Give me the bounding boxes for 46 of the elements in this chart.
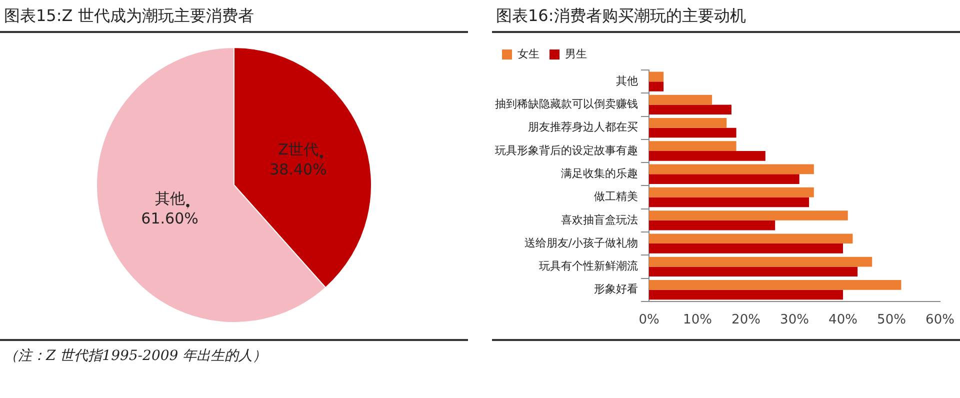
bar bbox=[649, 290, 843, 300]
text: （注：Z 世代指1995-2009 年出生的人） bbox=[3, 347, 268, 366]
bar bbox=[649, 244, 843, 254]
x-tick-label: 30% bbox=[780, 312, 809, 328]
bar bbox=[649, 72, 664, 82]
x-tick-label: 20% bbox=[732, 312, 760, 328]
bar bbox=[649, 128, 736, 138]
y-tick-label: 做工精美 bbox=[594, 190, 638, 204]
y-tick-label: 满足收集的乐趣 bbox=[561, 166, 638, 180]
data-label: 38.40% bbox=[270, 160, 327, 178]
bar bbox=[649, 256, 872, 267]
chart-title: 图表16:消费者购买潮玩的主要动机 bbox=[492, 0, 960, 33]
bar bbox=[649, 220, 776, 230]
bar bbox=[649, 210, 848, 220]
chart-title: 图表15:Z 世代成为潮玩主要消费者 bbox=[0, 0, 468, 33]
bar bbox=[649, 234, 853, 244]
bar bbox=[649, 82, 664, 92]
y-tick-label: 其他 bbox=[616, 74, 638, 88]
x-tick-label: 40% bbox=[828, 312, 858, 328]
bar bbox=[649, 164, 814, 174]
bar bbox=[649, 266, 858, 277]
bar bbox=[649, 118, 727, 128]
bar bbox=[649, 187, 814, 198]
y-tick-label: 送给朋友/小孩子做礼物 bbox=[524, 236, 638, 250]
y-tick-label: 喜欢抽盲盒玩法 bbox=[561, 213, 638, 226]
bar bbox=[649, 150, 766, 161]
bar bbox=[649, 141, 736, 151]
data-label: 61.60% bbox=[141, 209, 198, 228]
x-tick-label: 0% bbox=[638, 312, 660, 328]
y-tick-label: 玩具形象背后的设定故事有趣 bbox=[495, 144, 638, 157]
slice-label: 其他 bbox=[154, 189, 185, 208]
bar bbox=[649, 197, 810, 208]
legend-label: 女生 bbox=[518, 47, 540, 60]
y-tick-label: 形象好看 bbox=[594, 282, 638, 296]
x-tick-label: 60% bbox=[926, 312, 954, 328]
bar bbox=[649, 104, 732, 115]
bar bbox=[649, 174, 800, 184]
slice-label: Z世代 bbox=[278, 140, 318, 158]
y-tick-label: 抽到稀缺隐藏款可以倒卖赚钱 bbox=[495, 98, 638, 111]
x-tick-label: 50% bbox=[877, 312, 906, 328]
y-tick-label: 玩具有个性新鲜潮流 bbox=[539, 260, 638, 273]
legend-label: 男生 bbox=[565, 47, 587, 60]
bar bbox=[649, 280, 902, 290]
x-tick-label: 10% bbox=[683, 312, 712, 328]
bar bbox=[649, 94, 712, 105]
y-tick-label: 朋友推荐身边人都在买 bbox=[528, 120, 638, 134]
